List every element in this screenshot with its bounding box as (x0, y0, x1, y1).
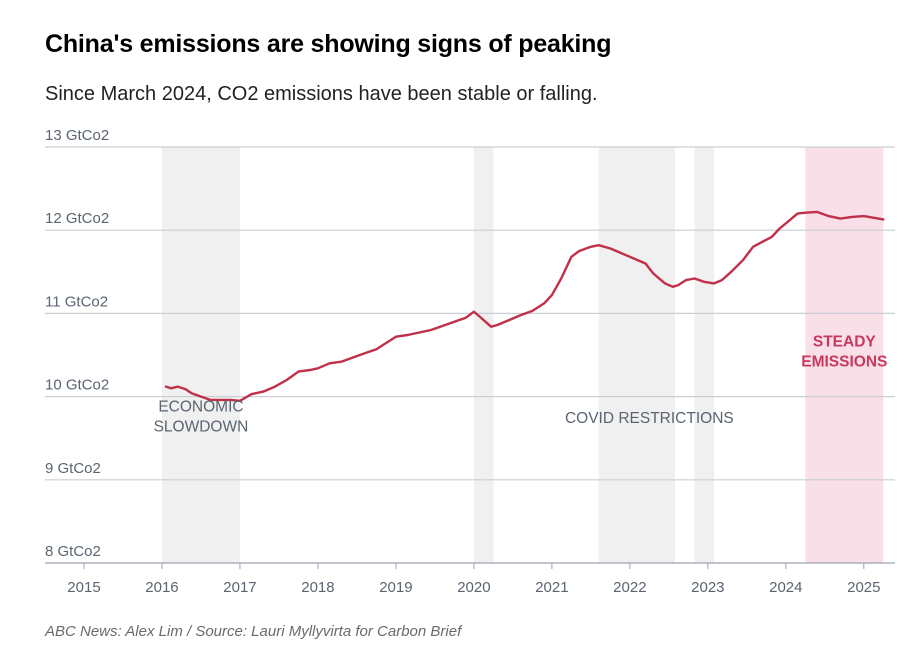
band-label-4-1: EMISSIONS (801, 354, 887, 371)
x-tick-label: 2016 (145, 579, 178, 596)
shaded-band-1 (473, 147, 494, 563)
x-tick-label: 2021 (535, 579, 568, 596)
emissions-line-0 (164, 210, 885, 402)
chart-subtitle: Since March 2024, CO2 emissions have bee… (45, 83, 598, 105)
x-tick-label: 2020 (457, 579, 490, 596)
band-annotations: ECONOMIC SLOWDOWN COVID RESTRICTIONS STEADY… (154, 334, 888, 436)
source-credit: ABC News: Alex Lim / Source: Lauri Mylly… (45, 623, 462, 640)
x-tick-label: 2025 (847, 579, 880, 596)
chart-title: China's emissions are showing signs of p… (45, 30, 612, 58)
y-tick-label: 13 GtCo2 (45, 127, 109, 144)
band-label-2-0: COVID RESTRICTIONS (565, 410, 734, 427)
y-tick-label: 11 GtCo2 (45, 293, 108, 310)
shaded-bands (161, 147, 884, 563)
shaded-band-3 (694, 147, 715, 563)
y-tick-label: 10 GtCo2 (45, 377, 109, 394)
x-tick-label: 2022 (613, 579, 646, 596)
y-tick-label: 8 GtCo2 (45, 543, 101, 560)
shaded-band-2 (598, 147, 676, 563)
x-tick-label: 2017 (223, 579, 256, 596)
shaded-band-0 (161, 147, 240, 563)
x-tick-label: 2015 (67, 579, 100, 596)
band-label-0-0: ECONOMIC (158, 399, 243, 416)
x-tick-label: 2023 (691, 579, 724, 596)
x-tick-label: 2018 (301, 579, 334, 596)
y-tick-label: 9 GtCo2 (45, 460, 101, 477)
band-label-0-1: SLOWDOWN (154, 419, 249, 436)
x-tick-label: 2024 (769, 579, 802, 596)
x-tick-label: 2019 (379, 579, 412, 596)
y-axis-labels: 13 GtCo2 12 GtCo2 11 GtCo2 10 GtCo2 9 GtCo2 8… (45, 127, 109, 560)
series-lines (164, 210, 885, 402)
y-tick-label: 12 GtCo2 (45, 210, 109, 227)
x-axis-labels: 2015 2016 2017 2018 2019 2020 2021 2022 2023 2024… (67, 563, 880, 596)
band-label-4-0: STEADY (813, 334, 877, 351)
